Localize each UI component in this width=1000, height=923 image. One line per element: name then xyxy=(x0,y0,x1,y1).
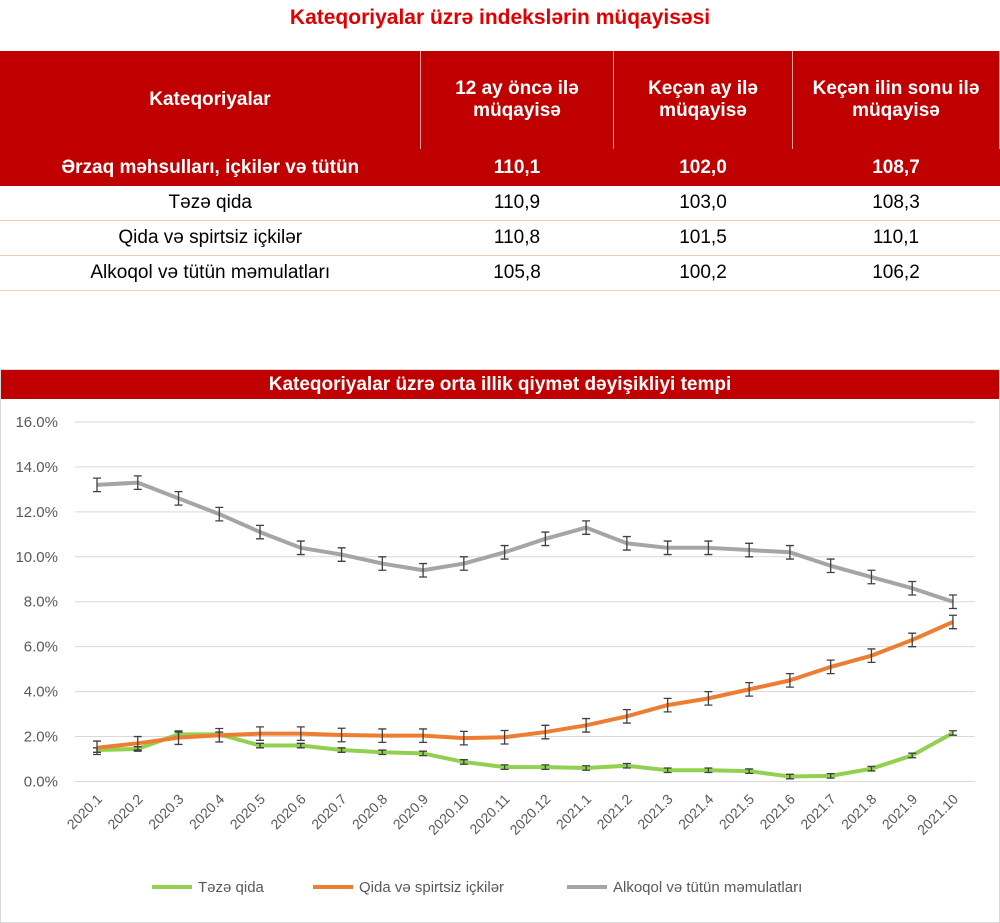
x-tick-label: 2020.4 xyxy=(186,791,228,833)
x-tick-label: 2020.3 xyxy=(145,791,187,833)
table-cell: 110,1 xyxy=(792,220,1000,256)
x-tick-label: 2020.6 xyxy=(267,791,309,833)
table-cell: Qida və spirtsiz içkilər xyxy=(0,220,421,256)
col-header: Kateqoriyalar xyxy=(0,51,421,149)
x-tick-label: 2021.6 xyxy=(756,791,798,833)
table-cell: Təzə qida xyxy=(0,186,421,221)
col-header: Keçən ilin sonu ilə müqayisə xyxy=(792,51,1000,149)
x-tick-label: 2021.4 xyxy=(675,791,717,833)
series-line xyxy=(96,620,954,750)
table-row: Qida və spirtsiz içkilər 110,8 101,5 110,1 xyxy=(0,220,1000,256)
x-tick-label: 2021.5 xyxy=(716,791,758,833)
y-tick-label: 16.0% xyxy=(15,414,58,431)
y-tick-label: 8.0% xyxy=(24,594,58,611)
y-tick-label: 2.0% xyxy=(24,729,58,746)
x-tick-label: 2020.7 xyxy=(308,791,350,833)
y-tick-label: 6.0% xyxy=(24,639,58,656)
series-line xyxy=(96,731,954,779)
table-cell: Ərzaq məhsulları, içkilər və tütün xyxy=(0,149,421,186)
table-cell: 108,3 xyxy=(792,186,1000,221)
index-comparison-table: Kateqoriyalar 12 ay öncə ilə müqayisə Ke… xyxy=(0,51,1000,291)
table-cell: 110,8 xyxy=(420,220,614,256)
series-2 xyxy=(93,475,957,610)
x-tick-label: 2020.1 xyxy=(64,791,106,833)
y-tick-label: 4.0% xyxy=(24,684,58,701)
chart-title: Kateqoriyalar üzrə orta illik qiymət dəy… xyxy=(1,370,999,399)
x-tick-label: 2020.12 xyxy=(506,791,553,838)
table-cell: 102,0 xyxy=(613,149,793,186)
x-tick-label: 2020.11 xyxy=(466,791,513,838)
col-header: Keçən ay ilə müqayisə xyxy=(613,51,793,149)
chart-panel: Kateqoriyalar üzrə orta illik qiymət dəy… xyxy=(0,369,1000,923)
table-cell: 101,5 xyxy=(613,220,793,256)
legend-label: Qida və spirtsiz içkilər xyxy=(359,879,504,896)
table-row: Alkoqol və tütün məmulatları 105,8 100,2 10… xyxy=(0,255,1000,291)
legend-label: Alkoqol və tütün məmulatları xyxy=(613,879,802,896)
table-cell: 103,0 xyxy=(613,186,793,221)
series-1 xyxy=(93,614,957,756)
table-cell: 110,1 xyxy=(420,149,614,186)
y-tick-label: 14.0% xyxy=(15,459,58,476)
page-title: Kateqoriyalar üzrə indekslərin müqayisəs… xyxy=(289,6,711,29)
x-tick-label: 2021.1 xyxy=(553,791,595,833)
table-cell: 110,9 xyxy=(420,186,614,221)
legend-label: Təzə qida xyxy=(198,879,265,896)
x-tick-label: 2021.7 xyxy=(797,791,839,833)
table-row: Ərzaq məhsulları, içkilər və tütün 110,1 1… xyxy=(0,149,1000,186)
table-cell: 108,7 xyxy=(792,149,1000,186)
series-line xyxy=(96,480,954,604)
x-tick-label: 2020.5 xyxy=(227,791,269,833)
y-tick-label: 12.0% xyxy=(15,504,58,521)
x-tick-label: 2021.8 xyxy=(838,791,880,833)
x-tick-label: 2020.8 xyxy=(349,791,391,833)
x-tick-label: 2021.2 xyxy=(593,791,635,833)
col-header: 12 ay öncə ilə müqayisə xyxy=(420,51,614,149)
y-tick-label: 0.0% xyxy=(24,774,58,791)
x-tick-label: 2020.2 xyxy=(104,791,146,833)
x-tick-label: 2021.10 xyxy=(914,791,961,838)
y-tick-label: 10.0% xyxy=(15,549,58,566)
x-tick-label: 2021.3 xyxy=(634,791,676,833)
table-cell: 106,2 xyxy=(792,255,1000,291)
table-row: Təzə qida 110,9 103,0 108,3 xyxy=(0,186,1000,221)
x-tick-label: 2020.10 xyxy=(425,791,472,838)
series-0 xyxy=(93,730,957,780)
table-cell: 100,2 xyxy=(613,255,793,291)
table-cell: 105,8 xyxy=(420,255,614,291)
table-cell: Alkoqol və tütün məmulatları xyxy=(0,255,421,291)
